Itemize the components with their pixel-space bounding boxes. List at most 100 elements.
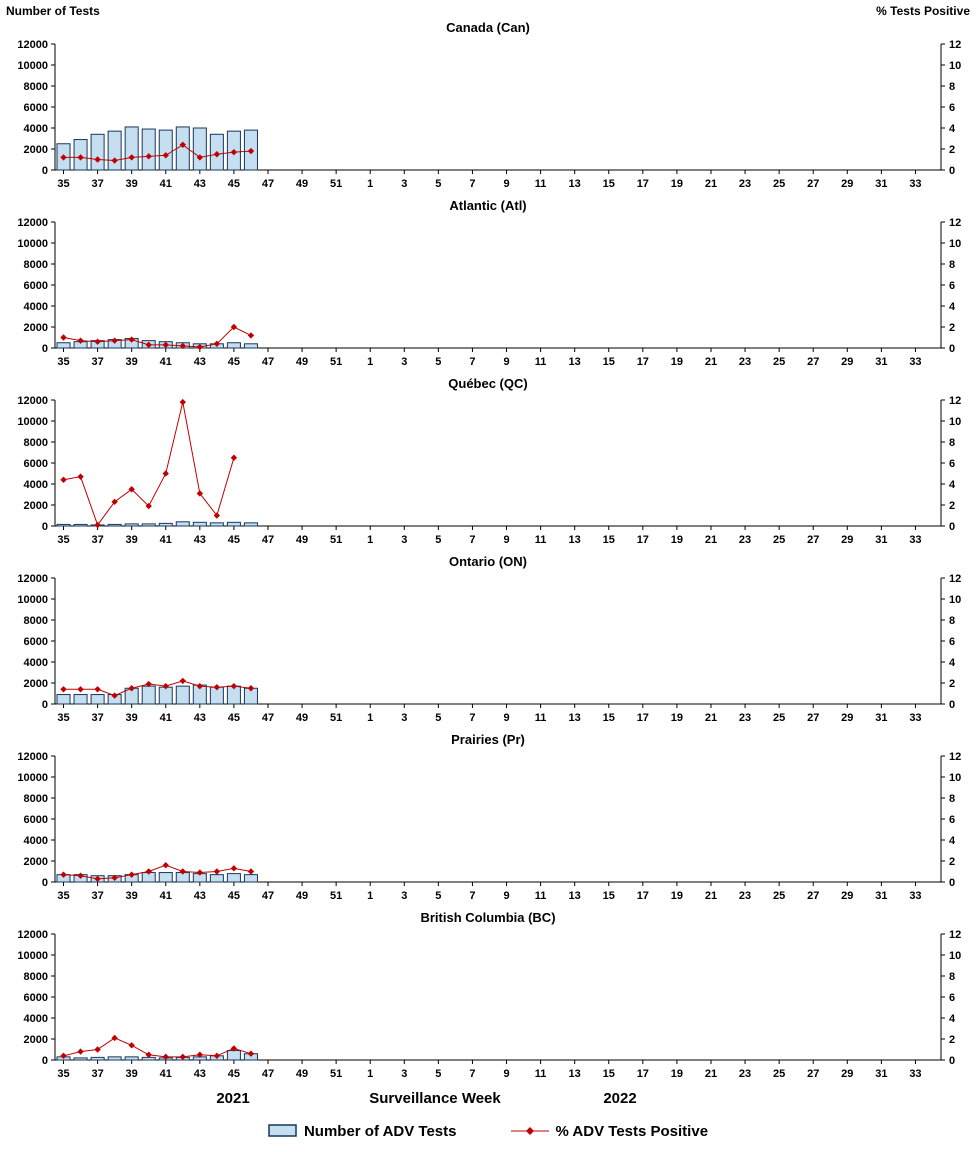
- svg-text:27: 27: [807, 890, 819, 902]
- svg-text:11: 11: [535, 178, 547, 190]
- svg-text:7: 7: [469, 1068, 475, 1080]
- svg-text:0: 0: [42, 521, 48, 533]
- svg-text:25: 25: [773, 356, 785, 368]
- legend-item-tests: Number of ADV Tests: [268, 1123, 456, 1140]
- svg-text:33: 33: [909, 1068, 921, 1080]
- svg-text:15: 15: [603, 178, 615, 190]
- svg-text:2: 2: [949, 144, 955, 156]
- svg-text:9: 9: [503, 712, 509, 724]
- svg-text:31: 31: [875, 534, 887, 546]
- svg-text:51: 51: [330, 534, 342, 546]
- svg-text:5: 5: [435, 890, 441, 902]
- svg-text:31: 31: [875, 712, 887, 724]
- svg-text:4000: 4000: [24, 123, 48, 135]
- svg-text:49: 49: [296, 356, 308, 368]
- svg-text:4000: 4000: [24, 301, 48, 313]
- svg-text:49: 49: [296, 1068, 308, 1080]
- svg-text:5: 5: [435, 534, 441, 546]
- svg-text:39: 39: [126, 1068, 138, 1080]
- svg-text:15: 15: [603, 356, 615, 368]
- svg-text:9: 9: [503, 534, 509, 546]
- svg-text:45: 45: [228, 534, 240, 546]
- svg-text:2: 2: [949, 1034, 955, 1046]
- chart-legend: Number of ADV Tests % ADV Tests Positive: [0, 1114, 976, 1148]
- svg-text:3: 3: [401, 1068, 407, 1080]
- legend-bar-swatch-icon: [268, 1124, 297, 1137]
- svg-text:12: 12: [949, 395, 961, 407]
- legend-item-positive: % ADV Tests Positive: [511, 1123, 708, 1140]
- svg-text:33: 33: [909, 356, 921, 368]
- svg-text:8: 8: [949, 615, 955, 627]
- svg-text:25: 25: [773, 1068, 785, 1080]
- svg-text:25: 25: [773, 712, 785, 724]
- svg-text:23: 23: [739, 534, 751, 546]
- right-axis-title: % Tests Positive: [876, 4, 970, 18]
- svg-text:51: 51: [330, 712, 342, 724]
- svg-text:5: 5: [435, 178, 441, 190]
- svg-text:8000: 8000: [24, 81, 48, 93]
- svg-text:47: 47: [262, 1068, 274, 1080]
- svg-text:37: 37: [91, 712, 103, 724]
- svg-text:7: 7: [469, 178, 475, 190]
- svg-text:0: 0: [42, 699, 48, 711]
- svg-text:8: 8: [949, 259, 955, 271]
- svg-text:19: 19: [671, 534, 683, 546]
- svg-text:6000: 6000: [24, 280, 48, 292]
- svg-text:3: 3: [401, 890, 407, 902]
- panel-title: Atlantic (Atl): [449, 198, 527, 213]
- svg-text:1: 1: [367, 712, 373, 724]
- svg-text:43: 43: [194, 1068, 206, 1080]
- left-axis-title: Number of Tests: [6, 4, 100, 18]
- svg-text:12000: 12000: [17, 573, 48, 585]
- svg-text:3: 3: [401, 356, 407, 368]
- svg-text:11: 11: [535, 534, 547, 546]
- svg-text:35: 35: [57, 712, 69, 724]
- svg-text:7: 7: [469, 890, 475, 902]
- svg-text:17: 17: [637, 178, 649, 190]
- svg-text:37: 37: [91, 356, 103, 368]
- panel-title: Québec (QC): [448, 376, 528, 391]
- svg-text:45: 45: [228, 890, 240, 902]
- svg-text:7: 7: [469, 534, 475, 546]
- svg-text:51: 51: [330, 178, 342, 190]
- svg-text:19: 19: [671, 1068, 683, 1080]
- svg-text:31: 31: [875, 1068, 887, 1080]
- svg-text:1: 1: [367, 1068, 373, 1080]
- svg-text:2000: 2000: [24, 322, 48, 334]
- svg-text:29: 29: [841, 178, 853, 190]
- svg-text:4: 4: [949, 479, 956, 491]
- svg-text:13: 13: [569, 534, 581, 546]
- svg-text:13: 13: [569, 712, 581, 724]
- svg-text:6000: 6000: [24, 102, 48, 114]
- svg-text:2000: 2000: [24, 678, 48, 690]
- svg-text:49: 49: [296, 890, 308, 902]
- svg-text:35: 35: [57, 890, 69, 902]
- svg-text:47: 47: [262, 178, 274, 190]
- svg-text:12: 12: [949, 751, 961, 763]
- svg-text:15: 15: [603, 890, 615, 902]
- svg-text:19: 19: [671, 890, 683, 902]
- svg-text:12: 12: [949, 39, 961, 51]
- svg-text:0: 0: [949, 521, 955, 533]
- x-axis-footer: 2021 Surveillance Week 2022: [0, 1088, 976, 1114]
- svg-text:10: 10: [949, 238, 961, 250]
- svg-text:29: 29: [841, 712, 853, 724]
- svg-text:19: 19: [671, 356, 683, 368]
- svg-text:41: 41: [160, 1068, 172, 1080]
- svg-text:37: 37: [91, 1068, 103, 1080]
- svg-text:10000: 10000: [17, 60, 48, 72]
- svg-text:2000: 2000: [24, 856, 48, 868]
- svg-text:45: 45: [228, 1068, 240, 1080]
- svg-text:12: 12: [949, 929, 961, 941]
- svg-text:33: 33: [909, 712, 921, 724]
- svg-text:27: 27: [807, 534, 819, 546]
- svg-text:8: 8: [949, 971, 955, 983]
- panel-title: Prairies (Pr): [451, 732, 525, 747]
- svg-text:1: 1: [367, 534, 373, 546]
- svg-text:11: 11: [535, 356, 547, 368]
- svg-text:43: 43: [194, 356, 206, 368]
- panel-atlantic: Atlantic (Atl) 0 2000 4000 6000 8000 10000 120…: [0, 198, 976, 376]
- svg-text:13: 13: [569, 356, 581, 368]
